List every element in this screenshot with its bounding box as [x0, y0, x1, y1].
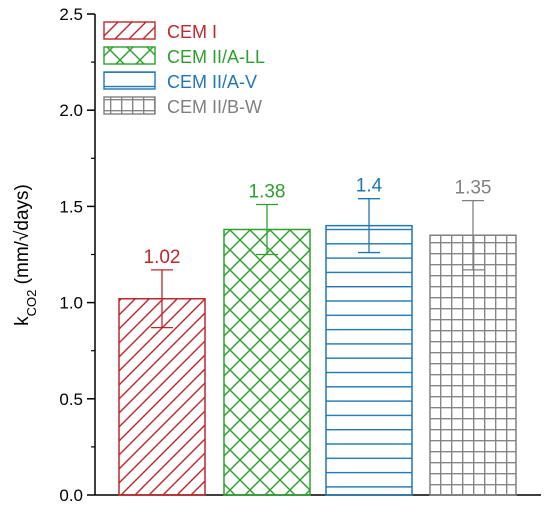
legend-swatch: [103, 71, 156, 90]
bar-cem-ii-a-v: [325, 224, 413, 496]
y-axis-title-main: k: [12, 316, 33, 326]
data-labels: 1.02 1.38 1.4 1.35: [144, 176, 492, 268]
legend-swatch: [103, 21, 156, 40]
y-tick-label: 0.5: [59, 390, 83, 409]
legend-label: CEM II/A-V: [167, 72, 257, 92]
data-label: 1.02: [144, 247, 181, 268]
y-axis-ticks: 0.0 0.5 1.0 1.5 2.0 2.5: [59, 5, 95, 505]
y-axis-title-sub: CO2: [24, 290, 39, 317]
data-label: 1.38: [249, 181, 286, 202]
y-tick-label: 0.0: [59, 486, 83, 505]
bar-cem-ii-a-ll: [223, 228, 311, 496]
bars: [118, 224, 517, 496]
y-tick-label: 1.5: [59, 197, 83, 216]
bar-cem-i: [118, 298, 206, 496]
legend: CEM I CEM II/A-LL CEM II/A-V CEM II/B-W: [103, 21, 265, 117]
y-tick-label: 2.0: [59, 101, 83, 120]
y-tick-label: 1.0: [59, 294, 83, 313]
legend-label: CEM I: [167, 22, 217, 42]
bar-cem-ii-b-w: [429, 234, 517, 496]
legend-label: CEM II/B-W: [167, 97, 262, 117]
y-tick-label: 2.5: [59, 5, 83, 24]
data-label: 1.35: [455, 178, 492, 199]
y-axis-title-unit: (mm/√days): [12, 184, 33, 289]
legend-label: CEM II/A-LL: [167, 47, 265, 67]
y-axis-title: kCO2 (mm/√days): [12, 184, 39, 326]
error-bars: [151, 198, 484, 329]
data-label: 1.4: [356, 176, 383, 197]
legend-swatch: [103, 96, 156, 115]
legend-swatch: [103, 46, 156, 65]
